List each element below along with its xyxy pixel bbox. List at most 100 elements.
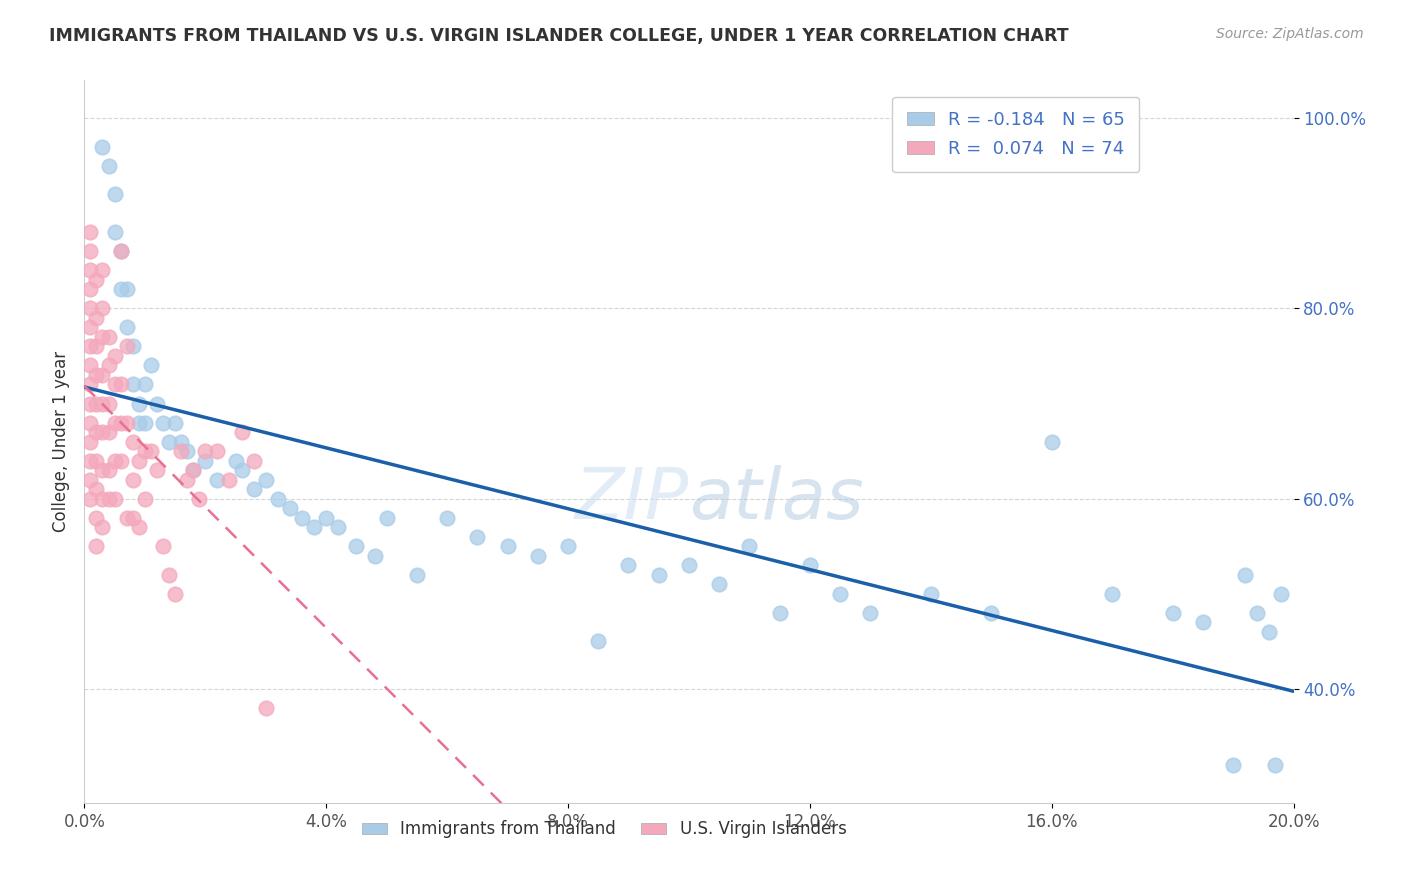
- Point: [97, 425, 120, 439]
- Point: [254, 700, 277, 714]
- Point: [91, 463, 114, 477]
- Point: [588, 634, 610, 648]
- Point: [115, 510, 138, 524]
- Point: [920, 587, 942, 601]
- Point: [86, 368, 108, 382]
- Point: [79, 226, 101, 240]
- Point: [980, 606, 1002, 620]
- Point: [86, 539, 108, 553]
- Point: [769, 606, 792, 620]
- Point: [242, 453, 264, 467]
- Point: [709, 577, 731, 591]
- Point: [1101, 587, 1123, 601]
- Point: [181, 463, 204, 477]
- Point: [86, 453, 108, 467]
- Point: [134, 416, 156, 430]
- Point: [207, 444, 229, 458]
- Point: [557, 539, 579, 553]
- Point: [346, 539, 368, 553]
- Point: [315, 510, 337, 524]
- Point: [115, 320, 138, 334]
- Point: [121, 473, 143, 487]
- Point: [79, 244, 101, 259]
- Point: [830, 587, 852, 601]
- Point: [436, 510, 458, 524]
- Point: [79, 339, 101, 353]
- Point: [207, 473, 229, 487]
- Point: [194, 453, 217, 467]
- Point: [79, 359, 101, 373]
- Point: [121, 339, 143, 353]
- Y-axis label: College, Under 1 year: College, Under 1 year: [52, 351, 70, 533]
- Point: [170, 444, 193, 458]
- Point: [139, 359, 162, 373]
- Point: [1246, 606, 1268, 620]
- Point: [328, 520, 350, 534]
- Point: [86, 396, 108, 410]
- Point: [157, 434, 180, 449]
- Point: [86, 310, 108, 325]
- Point: [104, 226, 127, 240]
- Point: [79, 434, 101, 449]
- Text: IMMIGRANTS FROM THAILAND VS U.S. VIRGIN ISLANDER COLLEGE, UNDER 1 YEAR CORRELATI: IMMIGRANTS FROM THAILAND VS U.S. VIRGIN …: [49, 27, 1069, 45]
- Point: [91, 491, 114, 506]
- Point: [176, 444, 198, 458]
- Point: [79, 396, 101, 410]
- Legend: Immigrants from Thailand, U.S. Virgin Islanders: Immigrants from Thailand, U.S. Virgin Is…: [356, 814, 853, 845]
- Point: [1258, 624, 1281, 639]
- Point: [157, 567, 180, 582]
- Point: [97, 359, 120, 373]
- Point: [375, 510, 398, 524]
- Point: [128, 520, 150, 534]
- Point: [363, 549, 385, 563]
- Point: [527, 549, 550, 563]
- Point: [104, 491, 127, 506]
- Point: [1161, 606, 1184, 620]
- Point: [97, 330, 120, 344]
- Point: [128, 453, 150, 467]
- Point: [104, 416, 127, 430]
- Point: [79, 301, 101, 316]
- Point: [291, 510, 314, 524]
- Point: [1234, 567, 1257, 582]
- Point: [86, 339, 108, 353]
- Point: [128, 416, 150, 430]
- Point: [1222, 757, 1244, 772]
- Point: [146, 396, 169, 410]
- Point: [91, 520, 114, 534]
- Point: [104, 377, 127, 392]
- Point: [231, 463, 253, 477]
- Point: [91, 330, 114, 344]
- Point: [110, 282, 132, 296]
- Point: [121, 377, 143, 392]
- Point: [194, 444, 217, 458]
- Point: [134, 377, 156, 392]
- Point: [181, 463, 204, 477]
- Point: [1040, 434, 1063, 449]
- Point: [128, 396, 150, 410]
- Point: [91, 396, 114, 410]
- Point: [121, 434, 143, 449]
- Point: [165, 416, 187, 430]
- Point: [678, 558, 700, 573]
- Point: [218, 473, 240, 487]
- Point: [242, 482, 264, 496]
- Point: [134, 491, 156, 506]
- Point: [254, 473, 277, 487]
- Point: [104, 187, 127, 202]
- Point: [121, 510, 143, 524]
- Point: [110, 416, 132, 430]
- Point: [302, 520, 325, 534]
- Point: [86, 273, 108, 287]
- Point: [91, 301, 114, 316]
- Point: [110, 453, 132, 467]
- Point: [134, 444, 156, 458]
- Point: [231, 425, 253, 439]
- Point: [86, 425, 108, 439]
- Point: [1264, 757, 1286, 772]
- Point: [799, 558, 821, 573]
- Point: [1270, 587, 1292, 601]
- Point: [859, 606, 882, 620]
- Point: [91, 368, 114, 382]
- Point: [648, 567, 671, 582]
